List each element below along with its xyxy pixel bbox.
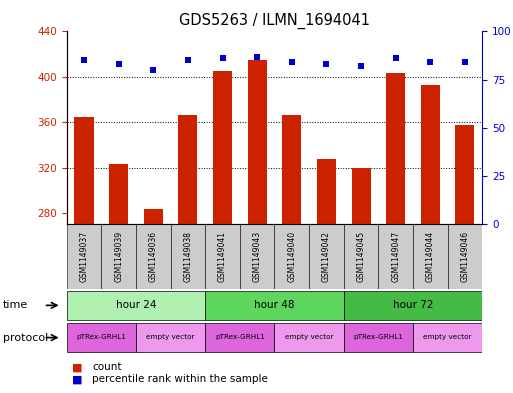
Text: hour 72: hour 72 <box>393 300 433 310</box>
Bar <box>413 323 482 352</box>
Bar <box>67 323 136 352</box>
Text: percentile rank within the sample: percentile rank within the sample <box>92 374 268 384</box>
Bar <box>317 158 336 224</box>
Bar <box>240 224 274 289</box>
Bar <box>344 291 482 320</box>
Text: GSM1149041: GSM1149041 <box>218 231 227 282</box>
Text: protocol: protocol <box>3 332 48 343</box>
Bar <box>136 323 205 352</box>
Bar <box>67 291 205 320</box>
Text: ■: ■ <box>72 362 82 373</box>
Bar <box>413 224 447 289</box>
Text: GSM1149044: GSM1149044 <box>426 231 435 283</box>
Text: GSM1149043: GSM1149043 <box>252 231 262 283</box>
Bar <box>205 323 274 352</box>
Bar <box>205 291 344 320</box>
Bar <box>282 116 301 224</box>
Text: GSM1149039: GSM1149039 <box>114 231 123 283</box>
Text: GSM1149037: GSM1149037 <box>80 231 89 283</box>
Bar <box>344 323 413 352</box>
Text: count: count <box>92 362 122 373</box>
Text: GSM1149045: GSM1149045 <box>357 231 366 283</box>
Text: empty vector: empty vector <box>423 334 472 340</box>
Text: hour 24: hour 24 <box>116 300 156 310</box>
Text: GSM1149047: GSM1149047 <box>391 231 400 283</box>
Bar <box>101 224 136 289</box>
Bar <box>248 60 267 224</box>
Bar <box>274 224 309 289</box>
Bar <box>109 164 128 224</box>
Bar <box>447 224 482 289</box>
Bar <box>421 85 440 224</box>
Bar <box>386 73 405 224</box>
Text: ■: ■ <box>72 374 82 384</box>
Bar <box>67 224 101 289</box>
Bar <box>351 168 370 224</box>
Bar <box>344 224 378 289</box>
Text: GSM1149042: GSM1149042 <box>322 231 331 282</box>
Text: GSM1149040: GSM1149040 <box>287 231 297 283</box>
Bar <box>213 71 232 224</box>
Bar <box>170 224 205 289</box>
Bar <box>205 224 240 289</box>
Bar <box>378 224 413 289</box>
Bar <box>74 117 93 224</box>
Bar <box>274 323 344 352</box>
Text: pTRex-GRHL1: pTRex-GRHL1 <box>76 334 126 340</box>
Title: GDS5263 / ILMN_1694041: GDS5263 / ILMN_1694041 <box>179 13 370 29</box>
Text: hour 48: hour 48 <box>254 300 294 310</box>
Text: empty vector: empty vector <box>285 334 333 340</box>
Text: empty vector: empty vector <box>146 334 195 340</box>
Text: pTRex-GRHL1: pTRex-GRHL1 <box>215 334 265 340</box>
Bar <box>309 224 344 289</box>
Text: GSM1149046: GSM1149046 <box>460 231 469 283</box>
Bar <box>136 224 170 289</box>
Text: time: time <box>3 300 28 310</box>
Bar <box>456 125 475 224</box>
Bar <box>179 116 198 224</box>
Text: GSM1149038: GSM1149038 <box>183 231 192 282</box>
Text: pTRex-GRHL1: pTRex-GRHL1 <box>353 334 403 340</box>
Bar <box>144 209 163 224</box>
Text: GSM1149036: GSM1149036 <box>149 231 158 283</box>
